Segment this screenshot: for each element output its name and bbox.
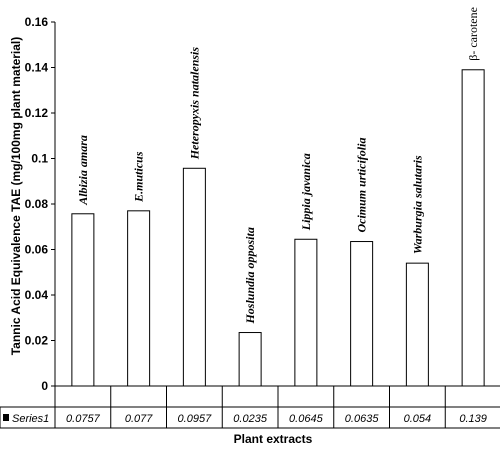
category-label: Ocimum urticifolia: [355, 138, 369, 233]
table-cell: 0.139: [459, 413, 487, 425]
y-ticks: 0 0.02 0.04 0.06 0.08 0.1 0.12 0.14 0.16: [25, 15, 55, 393]
x-axis-label: Plant extracts: [234, 432, 313, 446]
table-cell: 0.054: [404, 413, 432, 425]
category-labels: Albizia amara E.muticus Heteropyxis natale…: [76, 7, 480, 325]
bar: [71, 213, 95, 387]
y-tick-label: 0.16: [25, 15, 49, 29]
y-tick-label: 0.1: [31, 152, 48, 166]
y-tick-label: 0.06: [25, 243, 49, 257]
bar: [350, 241, 374, 387]
bars: [71, 69, 485, 387]
table-cell: 0.0645: [289, 413, 324, 425]
category-label: Hoslundia opposita: [243, 227, 257, 324]
category-label: Heteropyxis natalensis: [187, 47, 201, 161]
bar: [238, 332, 262, 387]
category-label: Albizia amara: [76, 135, 90, 206]
series-name: Series1: [12, 413, 49, 425]
legend-key: [3, 414, 9, 421]
table-cell: 0.0757: [66, 413, 101, 425]
category-label: β- carotene: [466, 7, 480, 61]
y-tick-label: 0.12: [25, 106, 49, 120]
y-tick-label: 0.08: [25, 197, 49, 211]
data-table: Series1 0.0757 0.077 0.0957 0.0235 0.0645 0.06…: [0, 386, 500, 429]
axes: [54, 22, 500, 387]
table-cell: 0.0235: [233, 413, 268, 425]
bar: [461, 69, 485, 387]
bar: [294, 238, 318, 387]
bar: [405, 262, 429, 387]
y-tick-label: 0.04: [25, 288, 49, 302]
table-cell: 0.0957: [178, 413, 213, 425]
y-tick-label: 0.02: [25, 334, 49, 348]
category-label: E.muticus: [132, 151, 146, 203]
y-axis-label: Tannic Acid Equivalence TAE (mg/100mg pl…: [9, 37, 23, 356]
y-tick-label: 0.14: [25, 61, 49, 75]
y-tick-label: 0: [41, 379, 48, 393]
bar: [182, 167, 206, 387]
category-label: Lippia javanica: [299, 153, 313, 231]
category-label: Warburgia salutaris: [410, 155, 424, 254]
table-cell: 0.077: [125, 413, 153, 425]
bar: [127, 210, 151, 387]
table-cell: 0.0635: [345, 413, 380, 425]
